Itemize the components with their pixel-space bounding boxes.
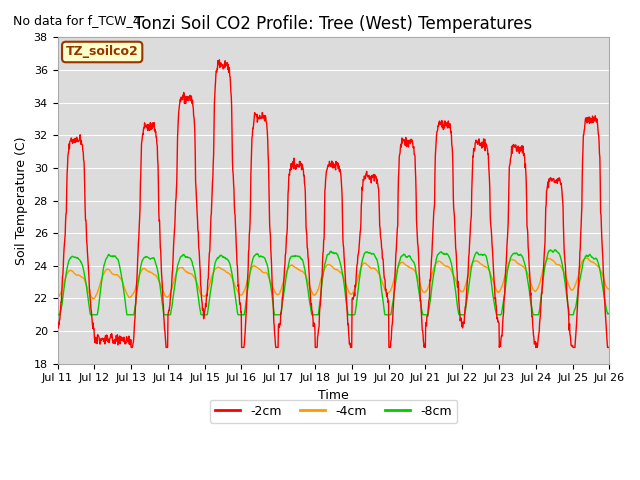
- -2cm: [177, 98, 184, 104]
- Line: -4cm: -4cm: [58, 258, 609, 299]
- -8cm: [177, 255, 184, 261]
- -4cm: [605, 286, 613, 292]
- Line: -8cm: -8cm: [58, 250, 609, 315]
- Text: TZ_soilco2: TZ_soilco2: [66, 46, 138, 59]
- -2cm: [216, 57, 223, 63]
- -2cm: [492, 302, 500, 308]
- Y-axis label: Soil Temperature (C): Soil Temperature (C): [15, 136, 28, 265]
- -8cm: [238, 312, 246, 318]
- X-axis label: Time: Time: [318, 389, 349, 402]
- -4cm: [54, 294, 61, 300]
- -8cm: [419, 312, 427, 318]
- -2cm: [54, 325, 61, 331]
- Legend: -2cm, -4cm, -8cm: -2cm, -4cm, -8cm: [210, 400, 457, 423]
- -8cm: [540, 271, 548, 276]
- -4cm: [163, 294, 171, 300]
- Title: Tonzi Soil CO2 Profile: Tree (West) Temperatures: Tonzi Soil CO2 Profile: Tree (West) Temp…: [134, 15, 532, 33]
- -4cm: [89, 296, 97, 302]
- -8cm: [605, 310, 613, 316]
- -8cm: [551, 247, 559, 252]
- -8cm: [163, 312, 171, 318]
- -4cm: [492, 285, 499, 290]
- -2cm: [541, 245, 548, 251]
- -2cm: [127, 345, 135, 350]
- -2cm: [420, 340, 428, 346]
- -4cm: [540, 264, 548, 269]
- Text: No data for f_TCW_4: No data for f_TCW_4: [13, 14, 140, 27]
- -4cm: [177, 264, 184, 270]
- -2cm: [605, 345, 613, 350]
- -8cm: [492, 306, 499, 312]
- -4cm: [239, 291, 246, 297]
- -4cm: [583, 255, 591, 261]
- -2cm: [163, 345, 171, 350]
- -4cm: [420, 289, 428, 295]
- Line: -2cm: -2cm: [58, 60, 609, 348]
- -2cm: [239, 345, 246, 350]
- -8cm: [54, 312, 61, 318]
